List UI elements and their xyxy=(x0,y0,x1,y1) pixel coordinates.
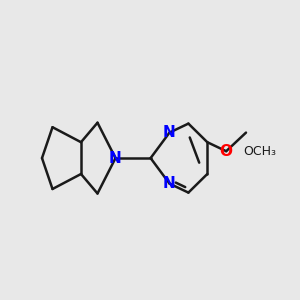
Text: N: N xyxy=(109,151,122,166)
Text: OCH₃: OCH₃ xyxy=(243,145,276,158)
Text: N: N xyxy=(163,125,176,140)
Text: N: N xyxy=(163,176,176,191)
Text: O: O xyxy=(220,144,233,159)
